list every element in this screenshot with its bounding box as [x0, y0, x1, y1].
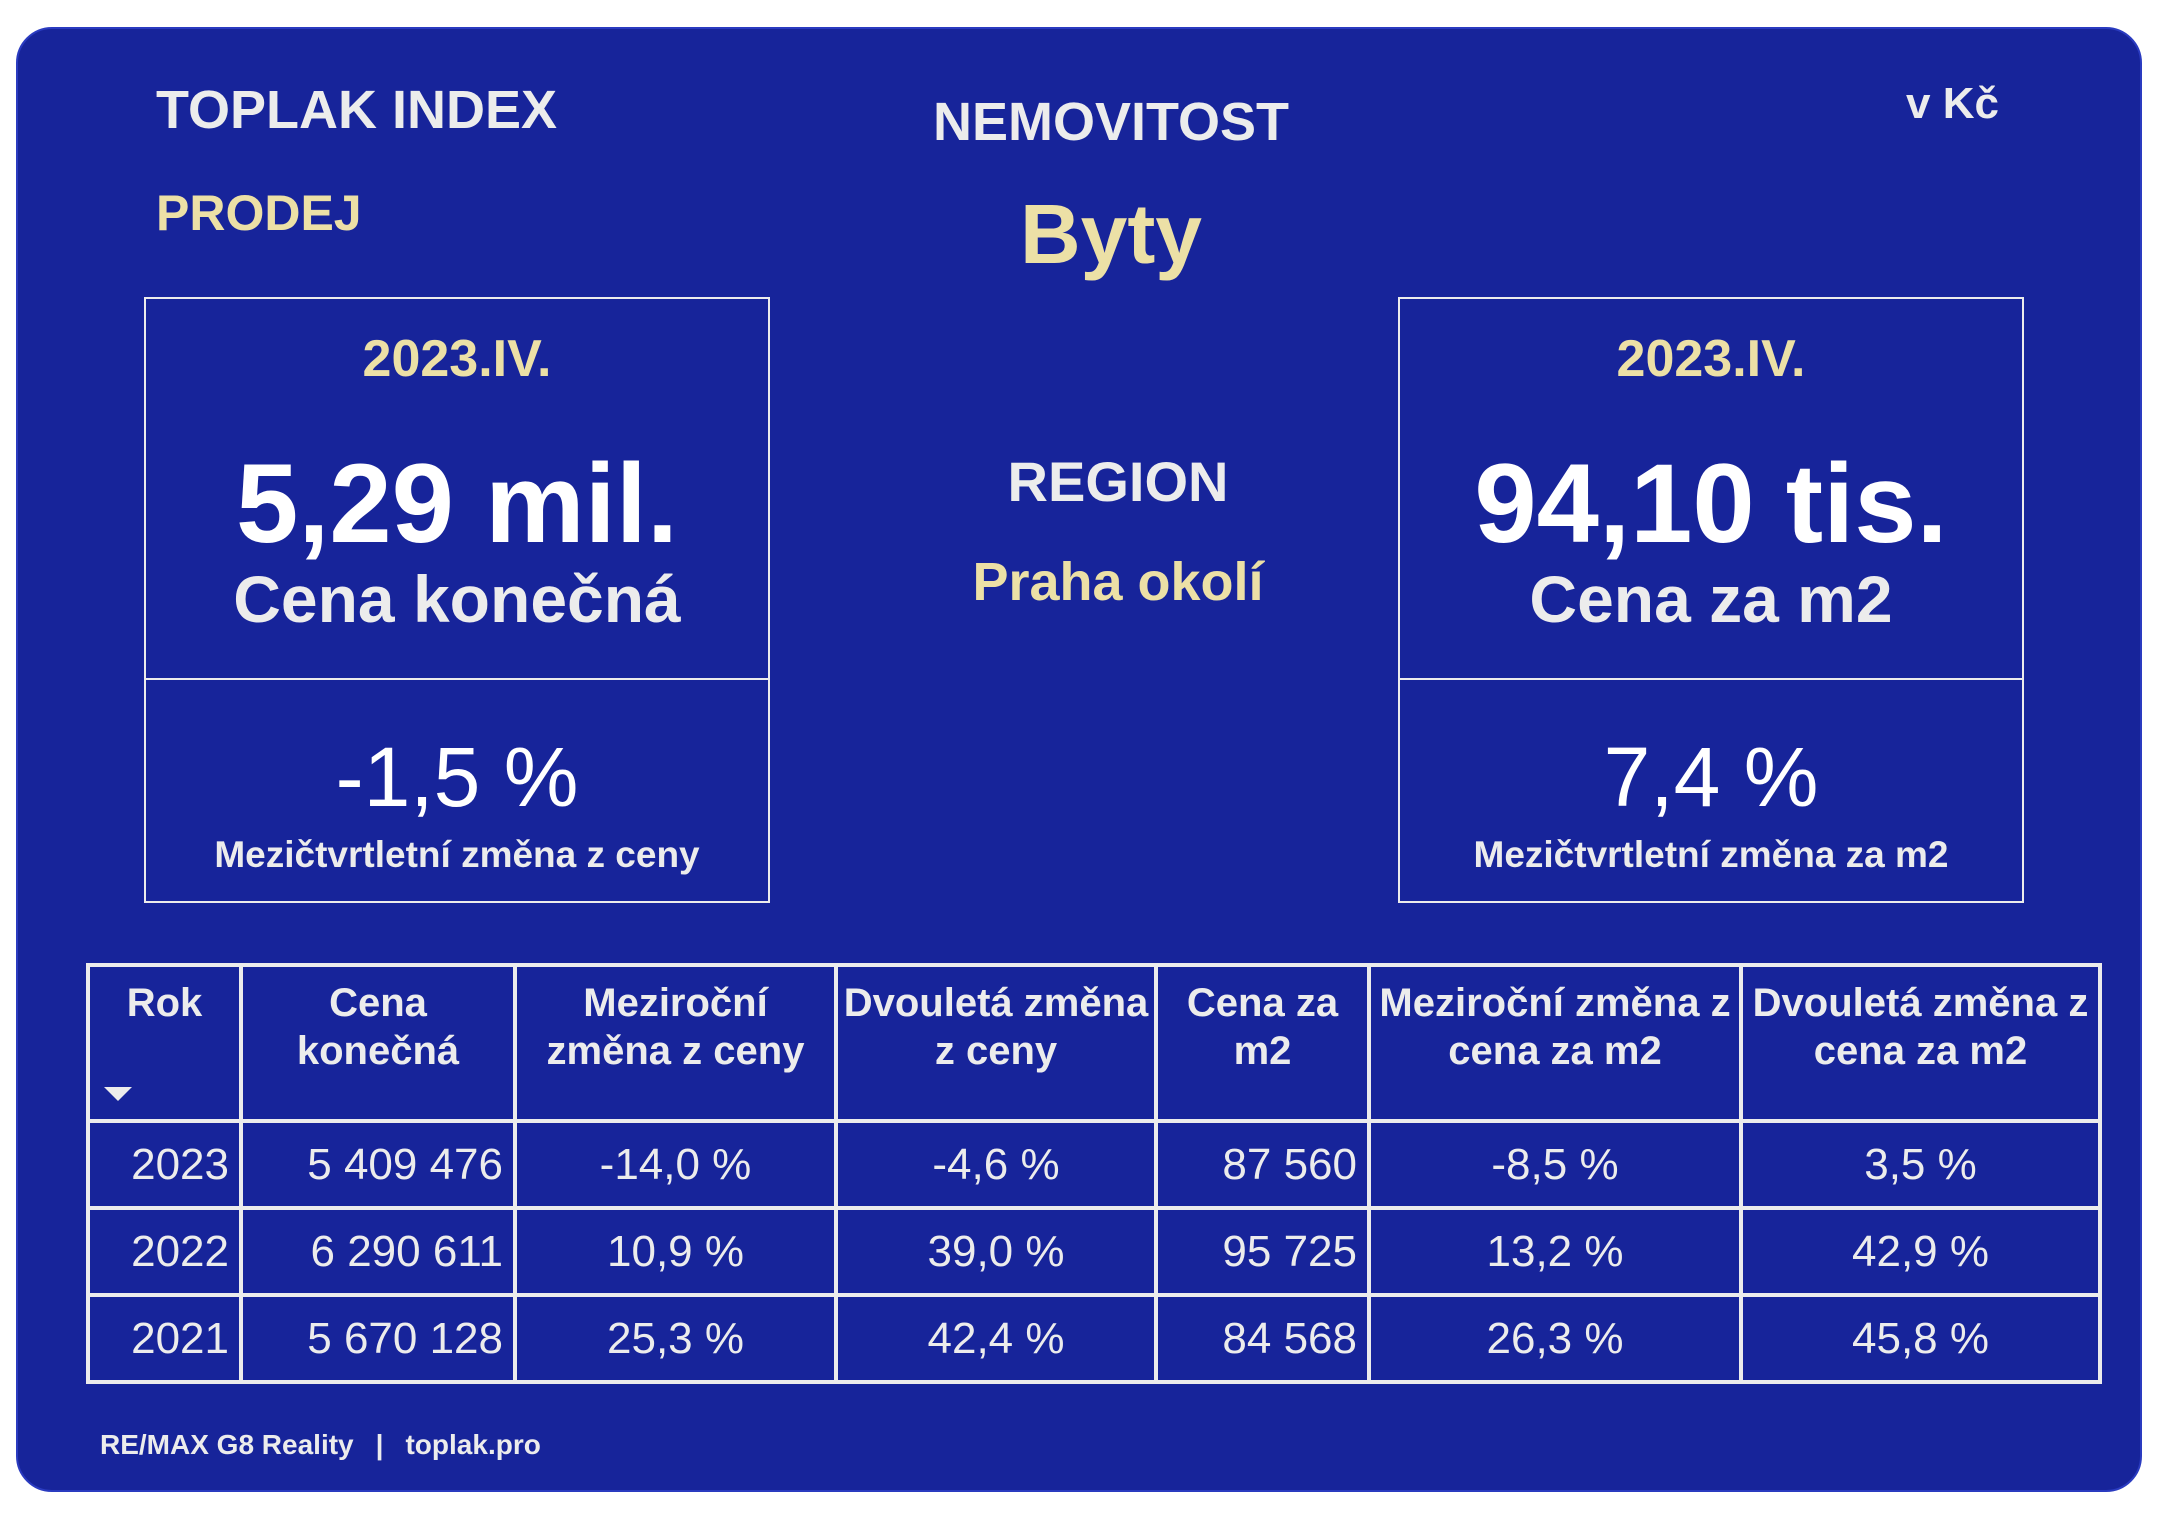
brand-title: TOPLAK INDEX: [156, 80, 558, 140]
m2-period: 2023.IV.: [1616, 330, 1806, 388]
table-header-row: Rok Cena konečná Meziroční změna z ceny …: [86, 963, 2102, 1123]
property-label: NEMOVITOST: [932, 92, 1290, 152]
price-change-label: Mezičtvrtletní změna z ceny: [214, 834, 700, 875]
cell-price-yoy: -14,0 %: [513, 1119, 838, 1210]
price-value: 5,29 mil.: [235, 441, 679, 566]
cell-m2-yoy: 26,3 %: [1367, 1293, 1743, 1384]
property-value: Byty: [1019, 187, 1203, 281]
cell-year: 2022: [86, 1206, 243, 1297]
m2-stat-top: 2023.IV. 94,10 tis. Cena za m2: [1400, 299, 2022, 680]
price-change: -1,5 %: [335, 730, 579, 824]
column-header-m2-2y: Dvouletá změna z cena za m2: [1739, 963, 2102, 1123]
cell-price-m2: 84 568: [1154, 1293, 1371, 1384]
column-header-price-m2: Cena za m2: [1154, 963, 1371, 1123]
column-header-price-yoy: Meziroční změna z ceny: [513, 963, 838, 1123]
currency-label: v Kč: [1906, 79, 1999, 128]
table-row: 2022 6 290 611 10,9 % 39,0 % 95 725 13,2…: [86, 1206, 2102, 1297]
section-label: PRODEJ: [156, 185, 362, 241]
price-period: 2023.IV.: [362, 330, 552, 388]
cell-m2-2y: 3,5 %: [1739, 1119, 2102, 1210]
column-header-m2-yoy: Meziroční změna z cena za m2: [1367, 963, 1743, 1123]
footer-separator: |: [375, 1429, 384, 1460]
cell-year: 2021: [86, 1293, 243, 1384]
cell-price-m2: 95 725: [1154, 1206, 1371, 1297]
cell-price-2y: 39,0 %: [834, 1206, 1158, 1297]
index-card: TOPLAK INDEX PRODEJ NEMOVITOST Byty v Kč…: [16, 27, 2142, 1492]
sort-descending-icon[interactable]: [104, 1087, 132, 1101]
cell-m2-yoy: 13,2 %: [1367, 1206, 1743, 1297]
cell-price-2y: -4,6 %: [834, 1119, 1158, 1210]
footer-website-link[interactable]: toplak.pro: [405, 1429, 541, 1460]
m2-stat-box: 2023.IV. 94,10 tis. Cena za m2 7,4 % Mez…: [1398, 297, 2024, 903]
price-stat-box: 2023.IV. 5,29 mil. Cena konečná -1,5 % M…: [144, 297, 770, 903]
m2-change: 7,4 %: [1603, 730, 1819, 824]
footer-company: RE/MAX G8 Reality: [100, 1429, 354, 1460]
cell-price: 6 290 611: [239, 1206, 517, 1297]
cell-price-yoy: 25,3 %: [513, 1293, 838, 1384]
m2-value: 94,10 tis.: [1474, 441, 1948, 566]
cell-price-yoy: 10,9 %: [513, 1206, 838, 1297]
cell-m2-2y: 42,9 %: [1739, 1206, 2102, 1297]
column-header-price: Cena konečná: [239, 963, 517, 1123]
cell-price: 5 409 476: [239, 1119, 517, 1210]
cell-price-2y: 42,4 %: [834, 1293, 1158, 1384]
cell-m2-2y: 45,8 %: [1739, 1293, 2102, 1384]
cell-year: 2023: [86, 1119, 243, 1210]
region-label: REGION: [1007, 450, 1229, 513]
column-header-year[interactable]: Rok: [86, 963, 243, 1123]
history-table: Rok Cena konečná Meziroční změna z ceny …: [86, 963, 2102, 1384]
column-header-label: Rok: [126, 981, 203, 1025]
m2-label: Cena za m2: [1529, 562, 1893, 636]
price-stat-top: 2023.IV. 5,29 mil. Cena konečná: [146, 299, 768, 680]
cell-price: 5 670 128: [239, 1293, 517, 1384]
price-label: Cena konečná: [233, 562, 681, 636]
column-header-price-2y: Dvouletá změna z ceny: [834, 963, 1158, 1123]
table-row: 2021 5 670 128 25,3 % 42,4 % 84 568 26,3…: [86, 1293, 2102, 1384]
table-row: 2023 5 409 476 -14,0 % -4,6 % 87 560 -8,…: [86, 1119, 2102, 1210]
region-value: Praha okolí: [972, 552, 1264, 612]
cell-m2-yoy: -8,5 %: [1367, 1119, 1743, 1210]
m2-change-label: Mezičtvrtletní změna za m2: [1473, 834, 1949, 875]
footer: RE/MAX G8 Reality | toplak.pro: [100, 1429, 541, 1461]
cell-price-m2: 87 560: [1154, 1119, 1371, 1210]
